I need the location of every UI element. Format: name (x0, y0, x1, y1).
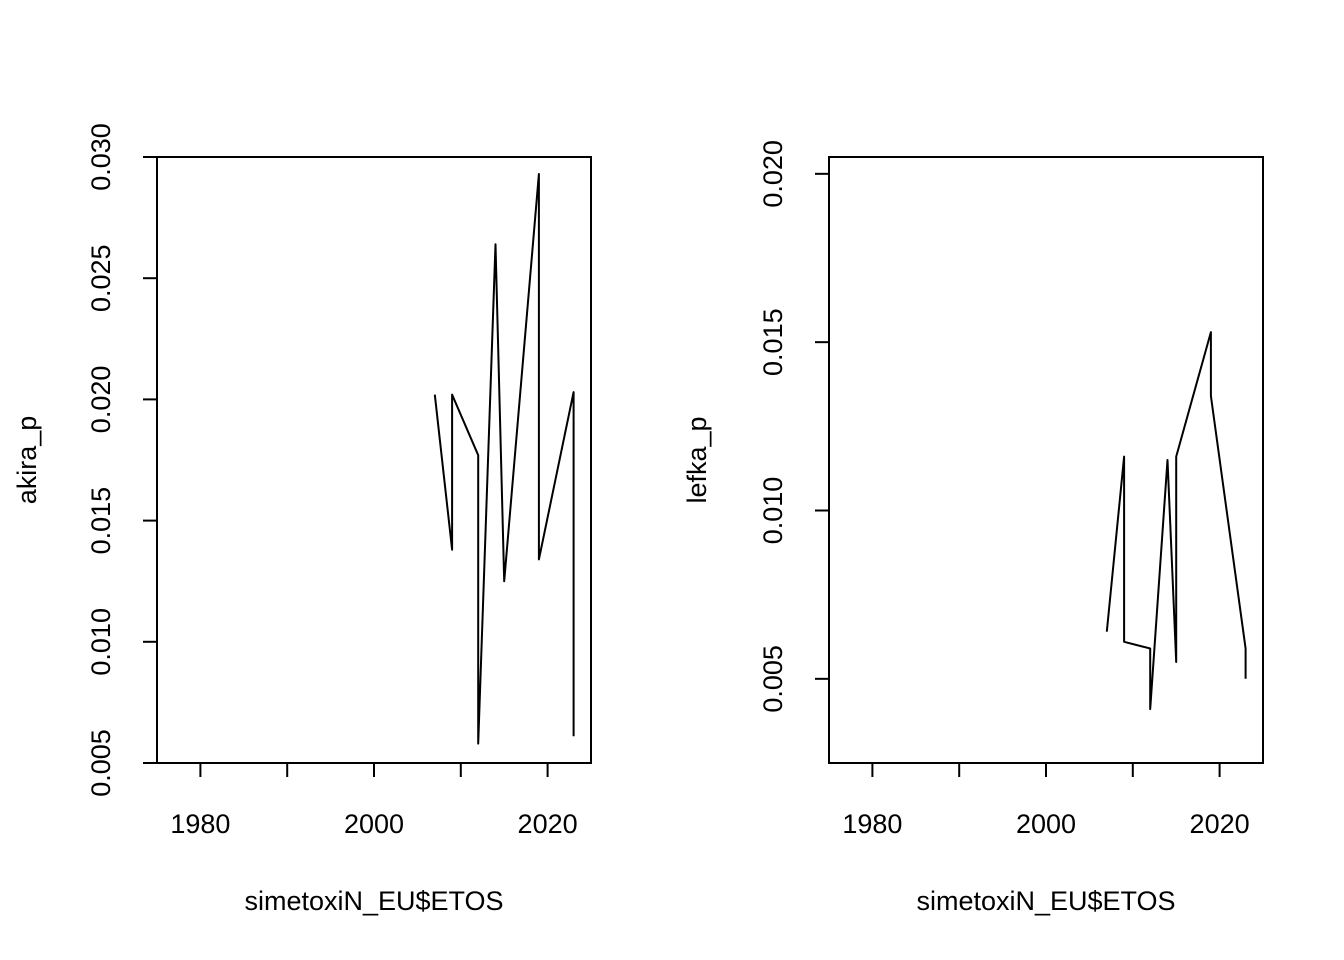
x-axis-title: simetoxiN_EU$ETOS (244, 886, 503, 916)
x-tick-label: 1980 (170, 809, 230, 839)
plot-frame (828, 156, 1264, 764)
plot-frame (156, 156, 592, 764)
x-tick-label: 2000 (344, 809, 404, 839)
y-tick-label: 0.030 (86, 123, 116, 191)
x-tick-label: 2020 (518, 809, 578, 839)
y-tick-label: 0.020 (86, 366, 116, 434)
x-axis-title: simetoxiN_EU$ETOS (916, 886, 1175, 916)
x-tick-label: 1980 (842, 809, 902, 839)
x-tick-label: 2000 (1016, 809, 1076, 839)
series-line (1105, 331, 1247, 711)
right-chart-panel: 1980 2000 2020 0.005 0.010 0.015 0.020 simetoxi… (682, 140, 1264, 916)
x-tick-label: 2020 (1190, 809, 1250, 839)
y-axis-title: akira_p (12, 416, 42, 505)
y-tick-label: 0.020 (758, 140, 788, 208)
y-tick-label: 0.005 (758, 645, 788, 713)
left-chart-panel: 1980 2000 2020 0.005 0.010 0.015 0.020 0.025 0.0… (12, 123, 592, 916)
y-tick-label: 0.025 (86, 244, 116, 312)
y-tick-label: 0.010 (86, 608, 116, 676)
y-axis-title: lefka_p (682, 416, 712, 503)
y-tick-label: 0.015 (86, 487, 116, 555)
y-tick-label: 0.005 (86, 729, 116, 797)
y-tick-label: 0.010 (758, 477, 788, 545)
y-tick-label: 0.015 (758, 308, 788, 376)
series-line (433, 173, 575, 745)
